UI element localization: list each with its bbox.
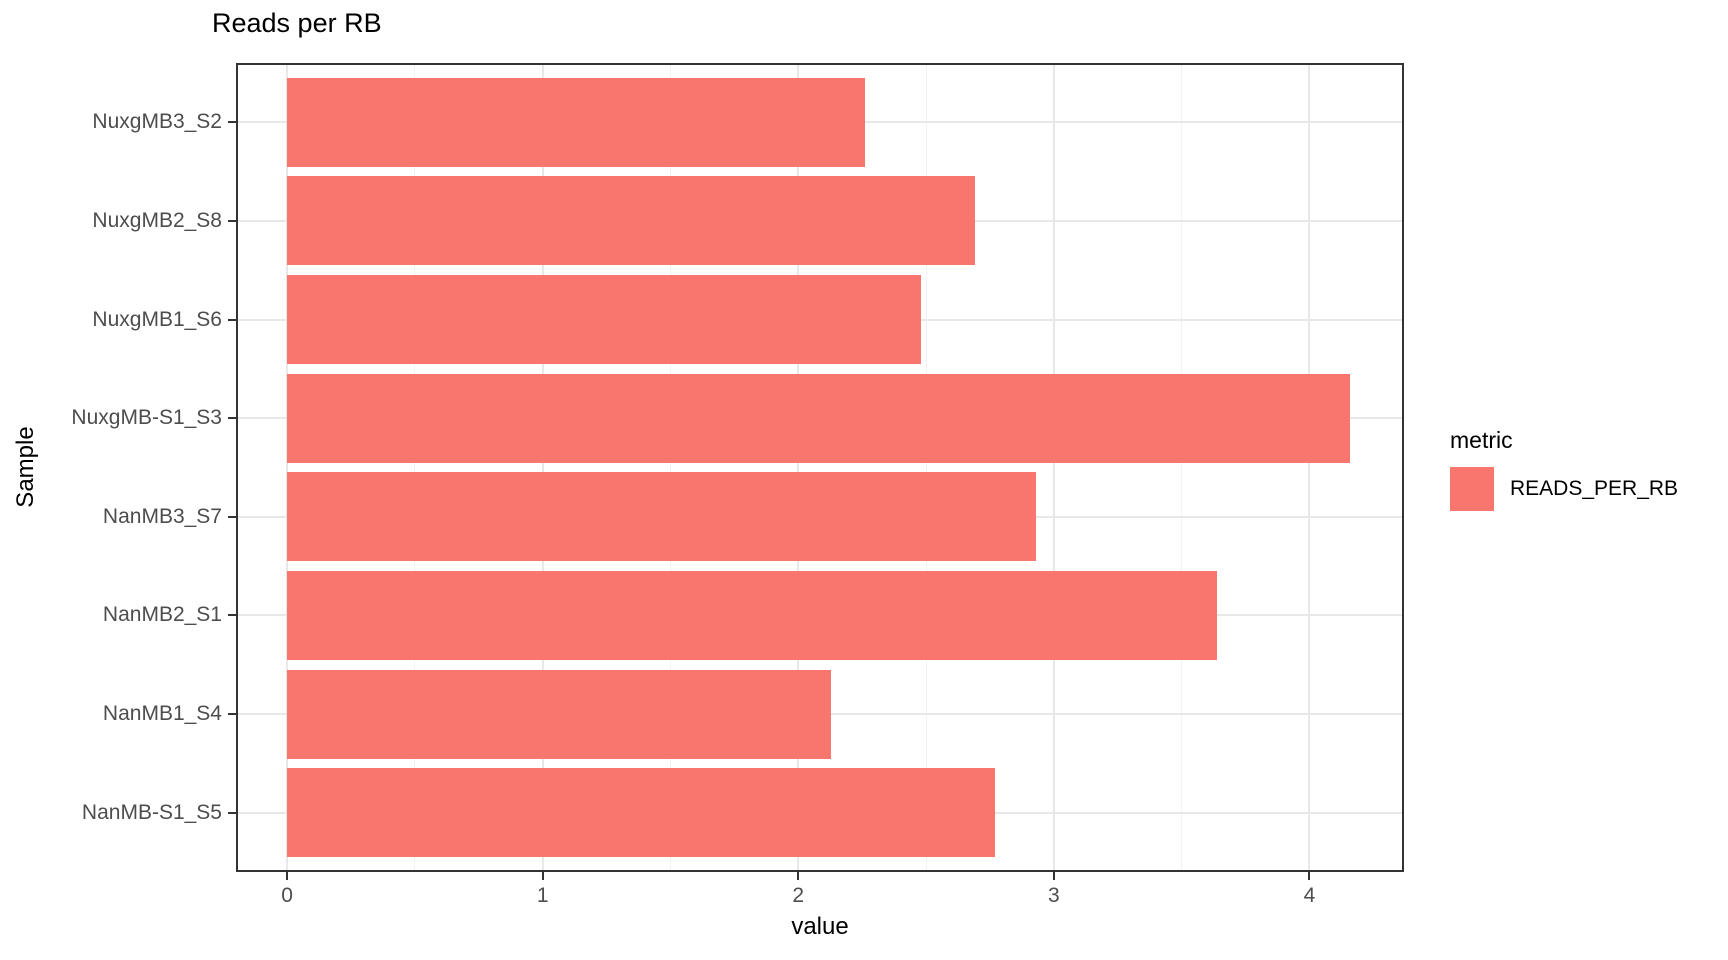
gridline-major-x: [797, 63, 800, 872]
legend-swatch: [1450, 467, 1494, 511]
x-tick-mark: [1308, 872, 1311, 880]
x-tick-label: 0: [281, 884, 293, 907]
gridline-minor-x: [669, 63, 671, 872]
x-tick-mark: [286, 872, 289, 880]
gridline-minor-x: [414, 63, 416, 872]
y-tick-mark: [228, 417, 236, 420]
y-tick-label: NanMB3_S7: [102, 504, 222, 528]
x-axis-title: value: [791, 913, 849, 940]
y-tick-label: NuxgMB1_S6: [92, 307, 222, 331]
x-tick-mark: [541, 872, 544, 880]
chart-title: Reads per RB: [212, 8, 382, 38]
y-tick-label: NuxgMB3_S2: [92, 110, 222, 134]
legend-label: READS_PER_RB: [1510, 477, 1679, 500]
x-tick-mark: [1052, 872, 1055, 880]
y-tick-label: NanMB-S1_S5: [81, 800, 222, 824]
y-tick-label: NuxgMB2_S8: [92, 208, 222, 232]
y-tick-label: NanMB1_S4: [102, 702, 222, 726]
legend-title: metric: [1450, 427, 1513, 453]
y-tick-mark: [228, 121, 236, 124]
x-tick-label: 1: [536, 884, 549, 907]
bar: [287, 571, 1218, 660]
bar: [287, 275, 921, 364]
gridline-major-x: [541, 63, 544, 872]
x-tick-label: 2: [792, 884, 805, 907]
bar: [287, 472, 1036, 562]
bar: [287, 768, 996, 858]
bar: [287, 176, 975, 266]
legend: metric READS_PER_RB: [1450, 426, 1678, 511]
y-tick-label: NanMB2_S1: [102, 603, 222, 627]
y-tick-mark: [228, 811, 236, 814]
x-tick-label: 4: [1303, 884, 1316, 907]
gridline-minor-x: [1181, 63, 1183, 872]
gridline-major-x: [1308, 63, 1311, 872]
x-tick-label: 3: [1048, 884, 1060, 907]
y-tick-mark: [228, 515, 236, 518]
y-tick-mark: [228, 713, 236, 716]
y-tick-mark: [228, 219, 236, 222]
y-axis-title: Sample: [12, 426, 39, 508]
gridline-minor-x: [925, 63, 927, 872]
gridline-major-x: [1052, 63, 1055, 872]
gridline-major-x: [286, 63, 289, 872]
bar: [287, 373, 1351, 463]
y-tick-mark: [228, 318, 236, 321]
y-tick-label: NuxgMB-S1_S3: [71, 406, 222, 430]
plot-panel: [236, 63, 1404, 872]
x-tick-mark: [797, 872, 800, 880]
legend-entry: READS_PER_RB: [1450, 467, 1678, 511]
y-tick-mark: [228, 614, 236, 617]
bar: [287, 77, 865, 167]
bar: [287, 669, 832, 759]
